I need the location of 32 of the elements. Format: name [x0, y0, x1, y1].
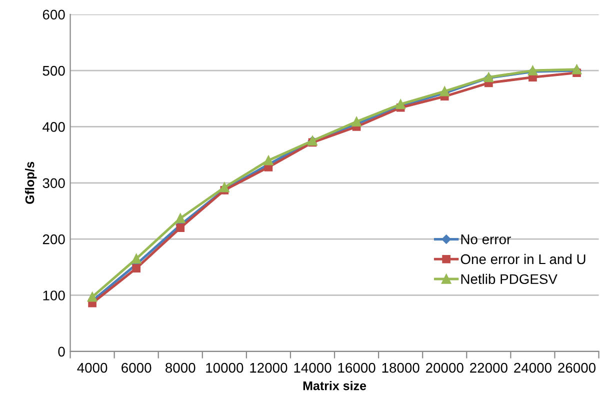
x-tick-label: 10000 — [206, 362, 244, 373]
x-tick-label: 4000 — [77, 362, 108, 373]
point — [132, 264, 140, 272]
x-axis-title: Matrix size — [303, 381, 366, 390]
legend-label: One error in L and U — [460, 254, 586, 264]
x-tick-label: 6000 — [122, 362, 152, 373]
x-tick-label: 8000 — [166, 362, 196, 373]
y-tick-label: 0 — [58, 346, 65, 357]
point — [352, 116, 362, 127]
x-tick-label: 22000 — [470, 362, 508, 373]
x-tick-label: 18000 — [382, 362, 420, 373]
x-tick-label: 14000 — [294, 362, 332, 373]
point — [87, 292, 98, 302]
x-tick-label: 12000 — [250, 362, 288, 373]
y-tick-label: 500 — [42, 66, 65, 76]
point — [131, 254, 142, 264]
point — [220, 182, 230, 192]
y-tick-label: 400 — [42, 122, 65, 132]
legend-label: Netlib PDGESV — [461, 274, 558, 284]
point — [176, 224, 185, 232]
point — [176, 213, 186, 224]
x-tick-label: 24000 — [514, 362, 552, 373]
point — [264, 156, 274, 166]
y-tick-label: 600 — [42, 10, 65, 20]
y-tick-label: 200 — [42, 234, 65, 244]
x-tick-label: 16000 — [338, 362, 376, 373]
y-tick-label: 100 — [43, 290, 65, 300]
x-tick-label: 26000 — [558, 362, 596, 373]
y-axis-title: Gflop/s — [25, 162, 37, 204]
y-tick-label: 300 — [42, 178, 65, 188]
x-tick-label: 20000 — [426, 362, 464, 373]
legend-label: No error — [461, 234, 511, 244]
